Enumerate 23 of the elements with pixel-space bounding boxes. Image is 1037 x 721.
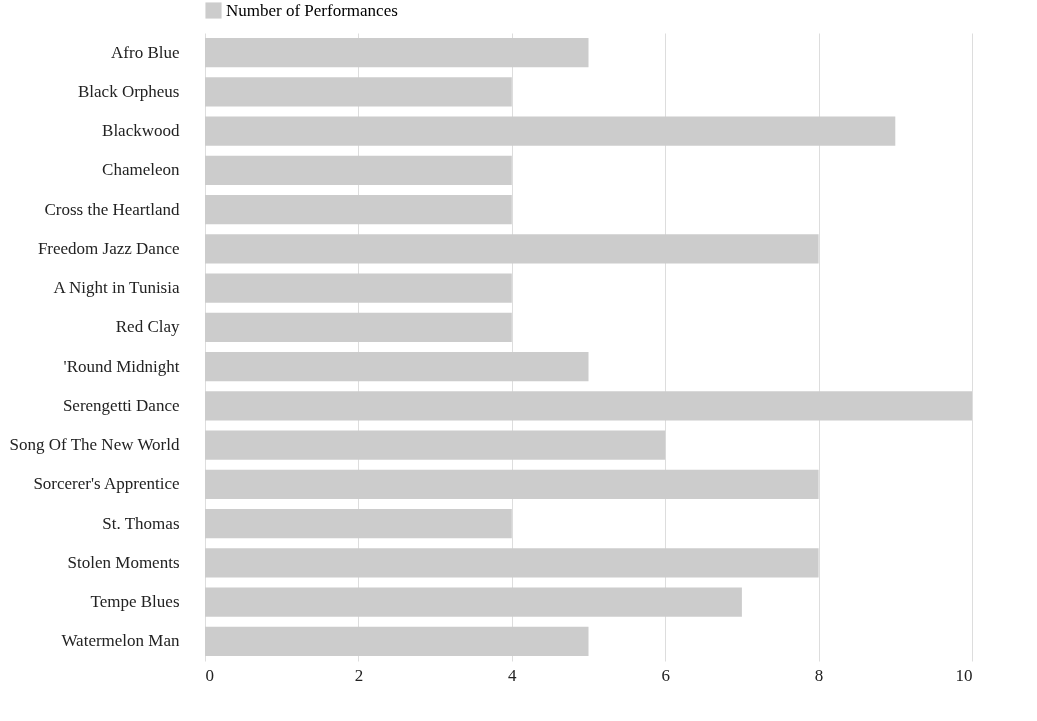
y-tick-label: A Night in Tunisia [53, 278, 180, 298]
y-tick-label: Watermelon Man [61, 631, 180, 651]
x-tick-label: 0 [205, 665, 214, 685]
y-tick-label: Stolen Moments [67, 552, 180, 572]
y-tick-label: St. Thomas [102, 513, 180, 533]
y-tick-label: 'Round Midnight [63, 356, 180, 376]
legend-label: Number of Performances [226, 0, 398, 20]
y-tick-label: Serengetti Dance [62, 395, 180, 415]
y-tick-label: Tempe Blues [90, 592, 180, 612]
y-tick-label: Blackwood [102, 121, 180, 141]
x-tick-label: 10 [955, 665, 973, 685]
y-tick-label: Red Clay [115, 317, 180, 337]
y-tick-label: Sorcerer's Apprentice [33, 474, 180, 494]
x-tick-label: 4 [508, 665, 518, 685]
x-tick-label: 8 [814, 665, 824, 685]
x-tick-label: 6 [661, 665, 670, 685]
y-tick-label: Afro Blue [111, 42, 180, 62]
x-tick-label: 2 [354, 665, 364, 685]
y-tick-label: Cross the Heartland [44, 199, 180, 219]
y-tick-label: Freedom Jazz Dance [37, 238, 180, 258]
y-tick-label: Chameleon [102, 160, 180, 180]
y-tick-label: Song Of The New World [9, 435, 180, 455]
y-tick-label: Black Orpheus [77, 81, 180, 101]
